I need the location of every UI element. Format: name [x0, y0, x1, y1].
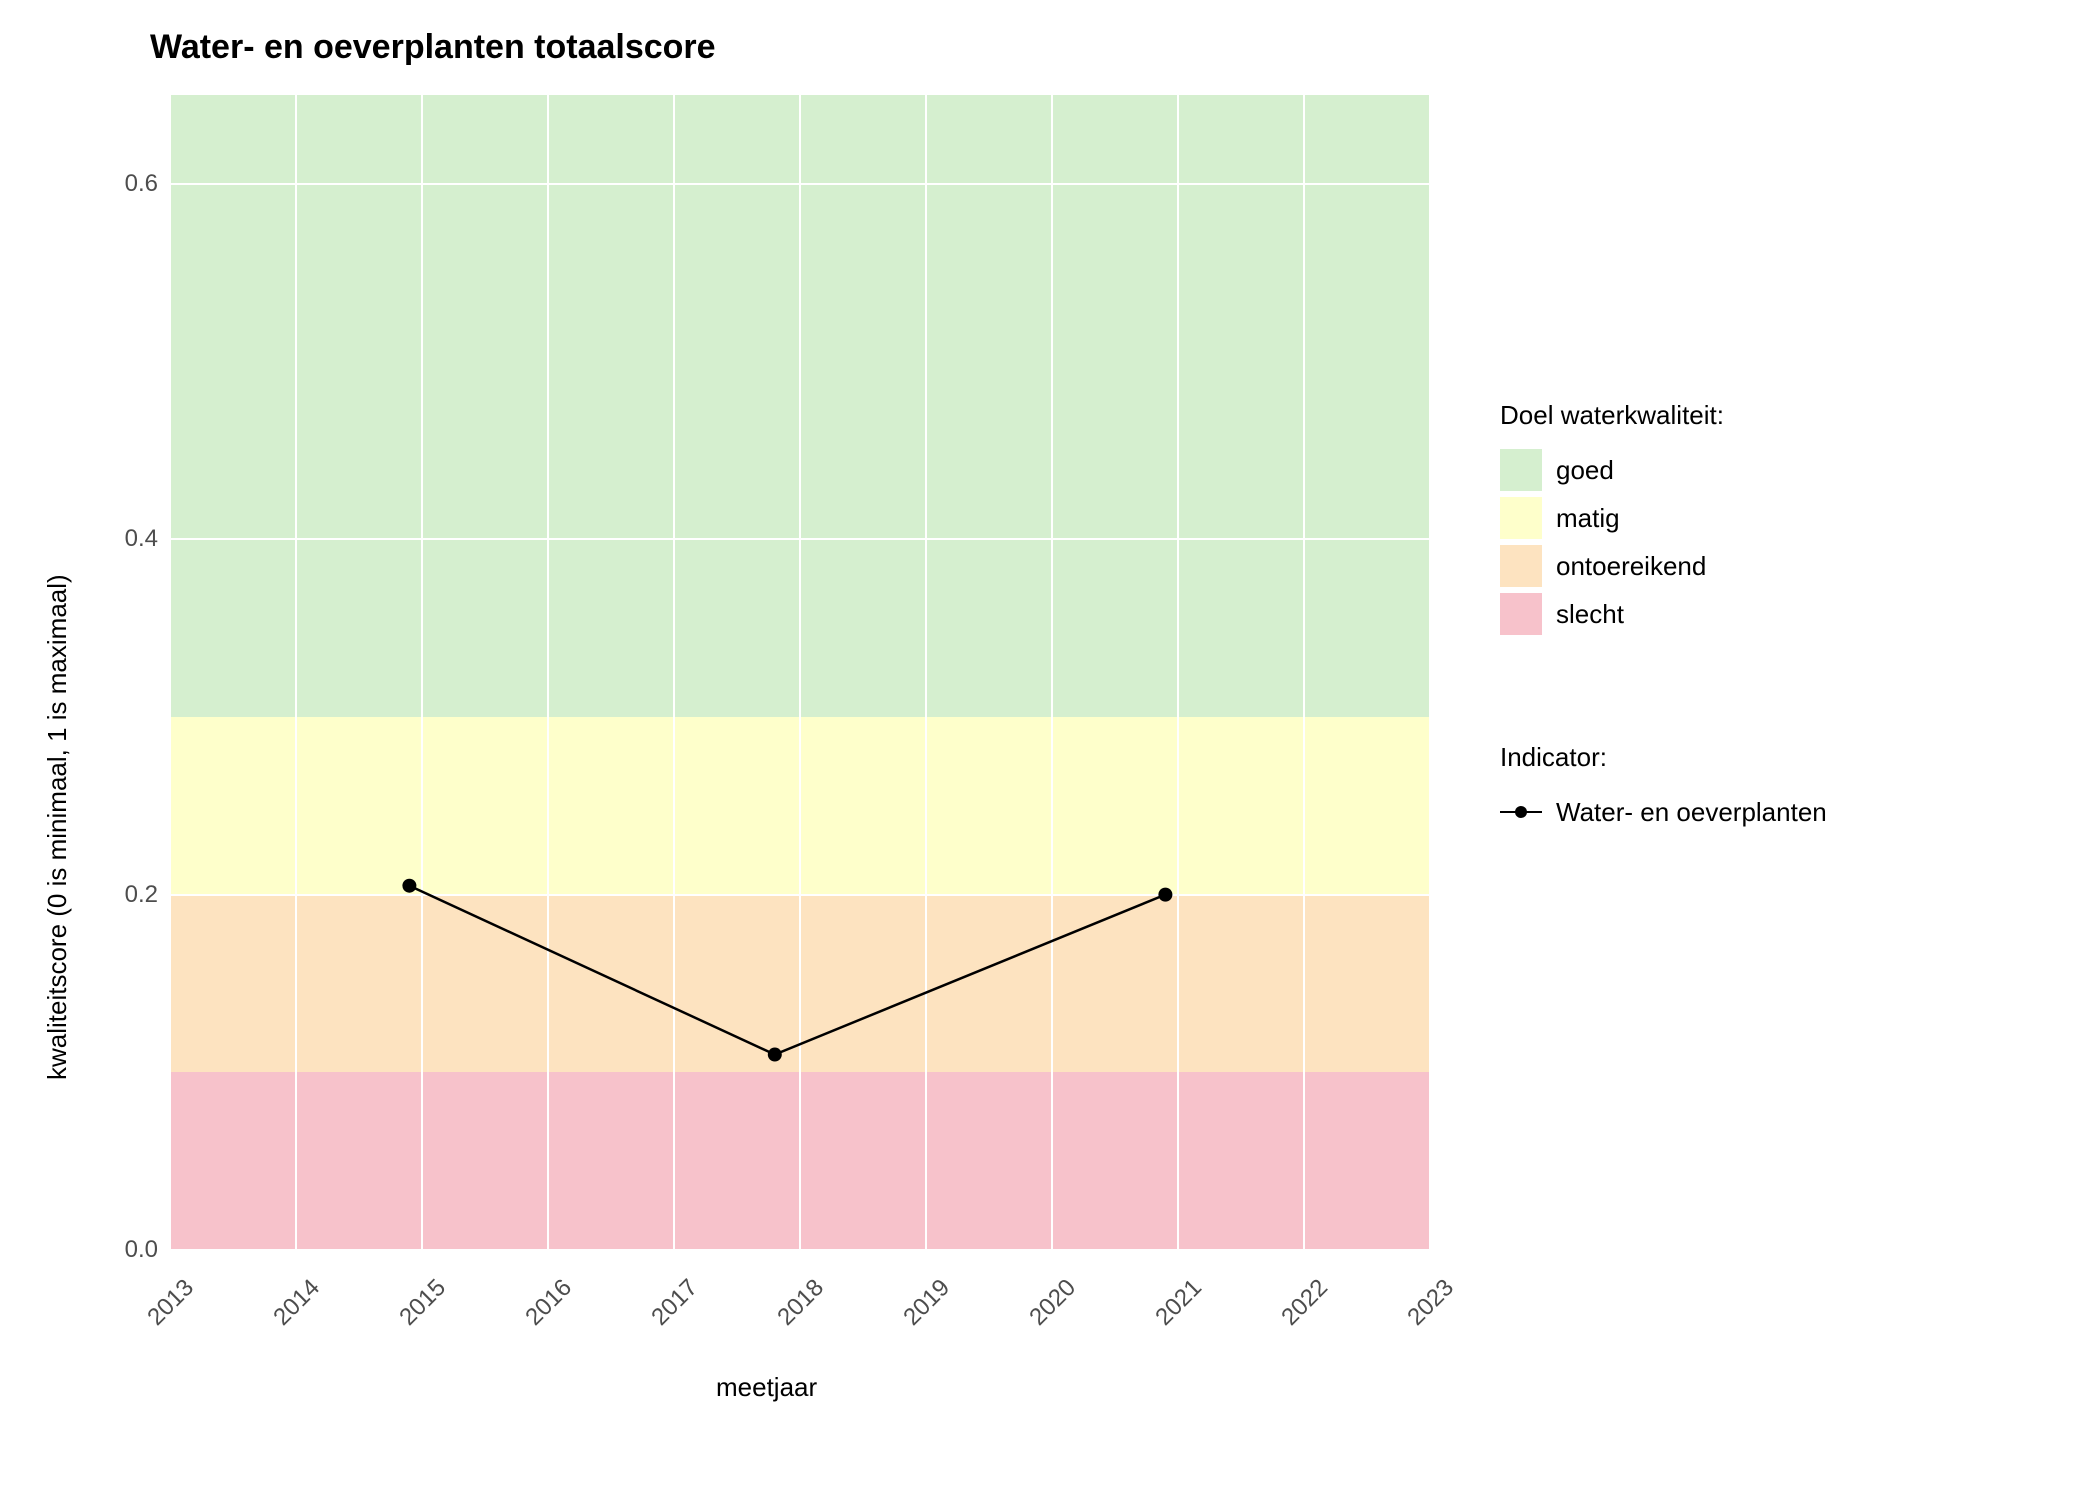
data-point: [402, 879, 416, 893]
legend-swatch-matig: [1500, 497, 1542, 539]
legend-swatch-ontoereikend: [1500, 545, 1542, 587]
y-tick-label: 0.2: [125, 881, 158, 909]
legend-quality-item-slecht: slecht: [1500, 593, 1724, 635]
legend-label-slecht: slecht: [1556, 599, 1624, 630]
legend-quality-item-ontoereikend: ontoereikend: [1500, 545, 1724, 587]
x-tick-label: 2018: [761, 1274, 830, 1343]
x-tick-label: 2013: [131, 1274, 200, 1343]
legend-indicator-title: Indicator:: [1500, 742, 1827, 773]
y-tick-label: 0.6: [125, 170, 158, 198]
y-axis-label: kwaliteitscore (0 is minimaal, 1 is maxi…: [42, 574, 73, 1080]
data-point: [768, 1048, 782, 1062]
series-line: [170, 95, 1430, 1250]
legend-label-matig: matig: [1556, 503, 1620, 534]
legend-swatch-goed: [1500, 449, 1542, 491]
x-tick-label: 2017: [635, 1274, 704, 1343]
legend-label-ontoereikend: ontoereikend: [1556, 551, 1706, 582]
data-point: [1158, 888, 1172, 902]
legend-quality-title: Doel waterkwaliteit:: [1500, 400, 1724, 431]
y-tick-label: 0.0: [125, 1236, 158, 1264]
legend-indicator: Indicator: Water- en oeverplanten: [1500, 742, 1827, 839]
chart-title: Water- en oeverplanten totaalscore: [150, 28, 716, 67]
x-tick-label: 2023: [1391, 1274, 1460, 1343]
legend-swatch-slecht: [1500, 593, 1542, 635]
line-marker-icon: [1500, 791, 1542, 833]
chart-container: Water- en oeverplanten totaalscore kwali…: [0, 0, 2100, 1500]
legend-quality-item-matig: matig: [1500, 497, 1724, 539]
x-tick-label: 2022: [1265, 1274, 1334, 1343]
legend-quality: Doel waterkwaliteit: goed matig ontoereike…: [1500, 400, 1724, 641]
x-tick-label: 2019: [887, 1274, 956, 1343]
legend-indicator-label: Water- en oeverplanten: [1556, 797, 1827, 828]
legend-label-goed: goed: [1556, 455, 1614, 486]
x-tick-label: 2014: [257, 1274, 326, 1343]
x-tick-label: 2020: [1013, 1274, 1082, 1343]
plot-area: [170, 95, 1430, 1250]
legend-indicator-item: Water- en oeverplanten: [1500, 791, 1827, 833]
x-tick-label: 2016: [509, 1274, 578, 1343]
legend-quality-item-goed: goed: [1500, 449, 1724, 491]
x-tick-label: 2021: [1139, 1274, 1208, 1343]
y-tick-label: 0.4: [125, 525, 158, 553]
x-tick-label: 2015: [383, 1274, 452, 1343]
series-polyline: [409, 886, 1165, 1055]
x-axis-label: meetjaar: [716, 1372, 817, 1403]
